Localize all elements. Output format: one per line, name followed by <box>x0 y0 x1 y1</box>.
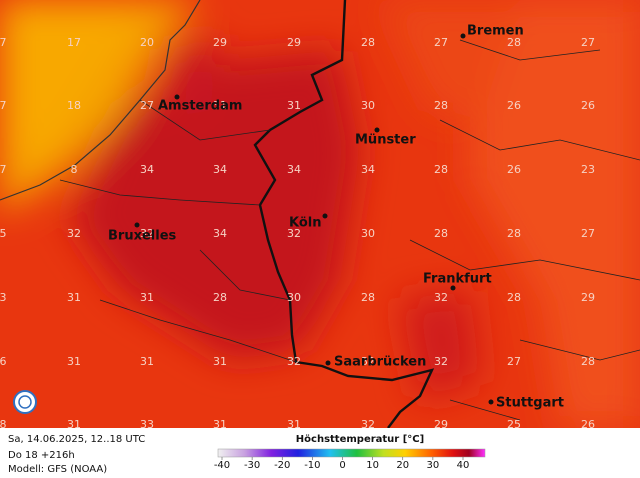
city-label: Amsterdam <box>158 99 242 114</box>
grid-value: 26 <box>581 418 595 431</box>
grid-value: 29 <box>434 418 448 431</box>
grid-value: 34 <box>213 163 227 176</box>
grid-value: 8 <box>0 418 7 431</box>
grid-value: 29 <box>581 291 595 304</box>
city-dot <box>174 94 180 100</box>
grid-value: 28 <box>507 36 521 49</box>
city-dot <box>488 399 494 405</box>
colorbar-tick-label: -20 <box>274 460 290 471</box>
grid-value: 34 <box>213 227 227 240</box>
colorbar-tick-label: 20 <box>396 460 409 471</box>
city-dot <box>134 222 140 228</box>
grid-value: 31 <box>67 355 81 368</box>
city-dot <box>325 360 331 366</box>
grid-value: 31 <box>67 418 81 431</box>
city-dot <box>460 33 466 39</box>
grid-value: 27 <box>140 99 154 112</box>
borders <box>0 0 640 428</box>
grid-value: 23 <box>581 163 595 176</box>
grid-value: 7 <box>0 99 7 112</box>
colorbar-tick-label: -10 <box>304 460 320 471</box>
grid-value: 28 <box>361 36 375 49</box>
grid-value: 31 <box>213 355 227 368</box>
grid-value: 28 <box>434 227 448 240</box>
grid-value: 31 <box>140 291 154 304</box>
grid-value: 32 <box>361 418 375 431</box>
grid-value: 32 <box>434 291 448 304</box>
grid-value: 31 <box>140 355 154 368</box>
grid-value: 7 <box>0 36 7 49</box>
grid-value: 27 <box>581 227 595 240</box>
footer-model: Modell: GFS (NOAA) <box>8 464 107 475</box>
city-dot <box>450 285 456 291</box>
grid-value: 6 <box>0 355 7 368</box>
grid-value: 34 <box>140 163 154 176</box>
grid-value: 7 <box>0 163 7 176</box>
city-label: Saarbrücken <box>334 355 426 370</box>
grid-value: 31 <box>213 99 227 112</box>
grid-value: 18 <box>67 99 81 112</box>
grid-value: 32 <box>67 227 81 240</box>
colorbar-tick-label: 40 <box>457 460 470 471</box>
city-dot <box>322 213 328 219</box>
grid-value: 20 <box>140 36 154 49</box>
city-label: Köln <box>289 216 322 231</box>
grid-value: 32 <box>287 227 301 240</box>
city-label: Bremen <box>467 24 524 39</box>
grid-value: 32 <box>434 355 448 368</box>
grid-value: 28 <box>581 355 595 368</box>
map-area: 7 17 20 29 29 28 27 28 27 7 18 27 31 31 30 28 26 26 7 8 34 34… <box>0 0 640 431</box>
grid-value: 30 <box>361 99 375 112</box>
grid-value: 30 <box>287 291 301 304</box>
grid-value: 31 <box>213 418 227 431</box>
grid-value: 17 <box>67 36 81 49</box>
grid-value: 28 <box>507 291 521 304</box>
colorbar-tick-label: 30 <box>427 460 440 471</box>
grid-value: 27 <box>581 36 595 49</box>
grid-value: 26 <box>581 99 595 112</box>
colorbar-tick-label: -30 <box>244 460 260 471</box>
grid-value: 32 <box>361 355 375 368</box>
logo-icon-inner <box>18 395 32 409</box>
grid-value: 31 <box>67 291 81 304</box>
grid-value: 28 <box>434 163 448 176</box>
grid-value: 34 <box>361 163 375 176</box>
grid-value: 28 <box>213 291 227 304</box>
grid-value: 34 <box>287 163 301 176</box>
grid-value: 26 <box>507 99 521 112</box>
grid-value: 26 <box>507 163 521 176</box>
grid-value: 29 <box>287 36 301 49</box>
grid-value: 5 <box>0 227 7 240</box>
colorbar-tick-label: 10 <box>366 460 379 471</box>
legend-title: Höchsttemperatur [°C] <box>296 434 424 445</box>
colorbar-tick-label: 0 <box>339 460 345 471</box>
footer-date: Sa, 14.06.2025, 12..18 UTC <box>8 434 145 445</box>
grid-value: 28 <box>361 291 375 304</box>
grid-value: 28 <box>434 99 448 112</box>
grid-value: 31 <box>287 99 301 112</box>
city-label: Bruxelles <box>108 229 177 244</box>
grid-value: 8 <box>71 163 78 176</box>
grid-value: 3 <box>0 291 7 304</box>
grid-value: 32 <box>287 355 301 368</box>
grid-value: 29 <box>213 36 227 49</box>
grid-value: 27 <box>434 36 448 49</box>
grid-value: 31 <box>287 418 301 431</box>
colorbar <box>217 448 486 458</box>
grid-value: 25 <box>507 418 521 431</box>
grid-value: 33 <box>140 418 154 431</box>
colorbar-tick-label: -40 <box>214 460 230 471</box>
grid-value: 28 <box>507 227 521 240</box>
grid-value: 32 <box>140 227 154 240</box>
grid-value: 27 <box>507 355 521 368</box>
city-label: Frankfurt <box>423 272 492 287</box>
logo-icon <box>13 390 37 414</box>
city-label: Stuttgart <box>496 396 564 411</box>
grid-value: 30 <box>361 227 375 240</box>
footer-run: Do 18 +216h <box>8 450 75 461</box>
city-dot <box>374 127 380 133</box>
city-label: Münster <box>355 133 416 148</box>
